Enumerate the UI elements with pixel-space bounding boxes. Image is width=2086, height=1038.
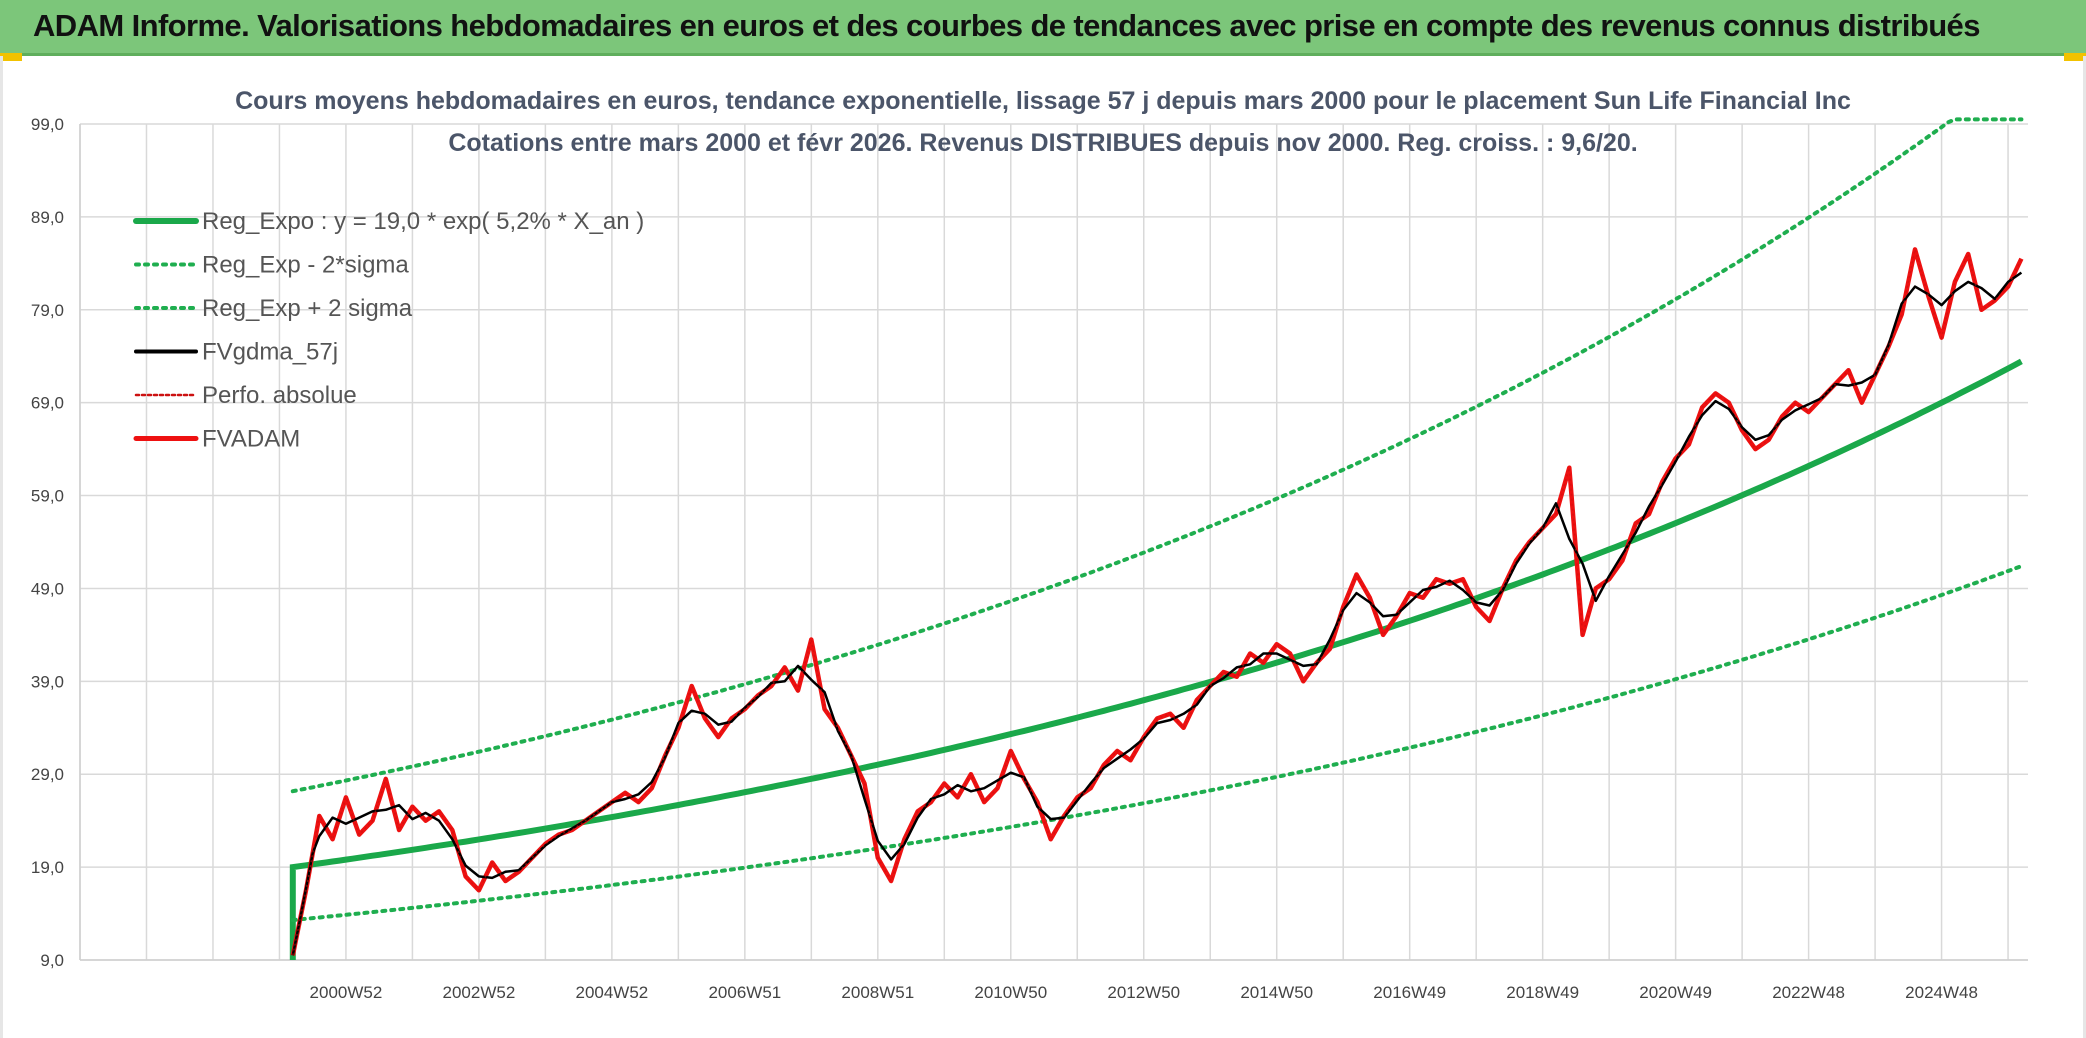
y-tick-label: 19,0 <box>31 858 64 877</box>
header-title: ADAM Informe. Valorisations hebdomadaire… <box>33 8 1980 43</box>
y-tick-label: 59,0 <box>31 487 64 506</box>
x-tick-label: 2020W49 <box>1639 983 1712 1002</box>
series-reg-expo <box>289 358 2023 960</box>
series-fvadam <box>290 247 2024 956</box>
series-reg-minus-2sigma <box>290 564 2024 923</box>
x-axis: 2000W52 2002W52 2004W52 2006W51 2008W51 2010W… <box>310 983 1978 1002</box>
chart-subtitle: Cotations entre mars 2000 et févr 2026. … <box>448 129 1637 157</box>
x-tick-label: 2004W52 <box>575 983 648 1002</box>
y-tick-label: 9,0 <box>40 951 64 970</box>
x-tick-label: 2002W52 <box>443 983 516 1002</box>
x-tick-label: 2016W49 <box>1373 983 1446 1002</box>
series-perfo-absolue <box>292 249 2023 956</box>
legend-label-reg: Reg_Expo : y = 19,0 * exp( 5,2% * X_an ) <box>202 208 644 235</box>
chart-frame <box>0 56 2086 1038</box>
x-tick-label: 2000W52 <box>310 983 383 1002</box>
y-tick-label: 39,0 <box>31 672 64 691</box>
header-banner: ADAM Informe. Valorisations hebdomadaire… <box>0 0 2086 56</box>
legend-label-fvgdma: FVgdma_57j <box>202 339 338 366</box>
chart-title: Cours moyens hebdomadaires en euros, ten… <box>235 87 1851 115</box>
y-axis: 99,0 89,0 79,0 69,0 59,0 49,0 39,0 29,0 19,0 9,0 <box>31 115 64 970</box>
y-tick-label: 99,0 <box>31 115 64 134</box>
x-tick-label: 2014W50 <box>1240 983 1313 1002</box>
legend-label-fvadam: FVADAM <box>202 426 300 453</box>
y-tick-label: 89,0 <box>31 208 64 227</box>
legend-label-minus: Reg_Exp - 2*sigma <box>202 252 409 279</box>
series-reg-plus-2sigma <box>290 117 2024 794</box>
legend-label-plus: Reg_Exp + 2 sigma <box>202 295 413 322</box>
y-tick-label: 79,0 <box>31 301 64 320</box>
legend-label-perfo: Perfo. absolue <box>202 382 357 409</box>
grid <box>79 123 2028 961</box>
x-tick-label: 2012W50 <box>1107 983 1180 1002</box>
corner-marker-left <box>0 53 22 61</box>
y-tick-label: 69,0 <box>31 394 64 413</box>
y-tick-label: 49,0 <box>31 579 64 598</box>
x-tick-label: 2018W49 <box>1506 983 1579 1002</box>
series-group <box>289 117 2024 960</box>
legend: Reg_Expo : y = 19,0 * exp( 5,2% * X_an )… <box>133 208 644 453</box>
series-fvgdma-57j <box>291 271 2023 956</box>
x-tick-label: 2022W48 <box>1772 983 1845 1002</box>
x-tick-label: 2008W51 <box>841 983 914 1002</box>
x-tick-label: 2006W51 <box>708 983 781 1002</box>
corner-marker-right <box>2064 53 2086 61</box>
y-tick-label: 29,0 <box>31 765 64 784</box>
x-tick-label: 2010W50 <box>974 983 1047 1002</box>
x-tick-label: 2024W48 <box>1905 983 1978 1002</box>
